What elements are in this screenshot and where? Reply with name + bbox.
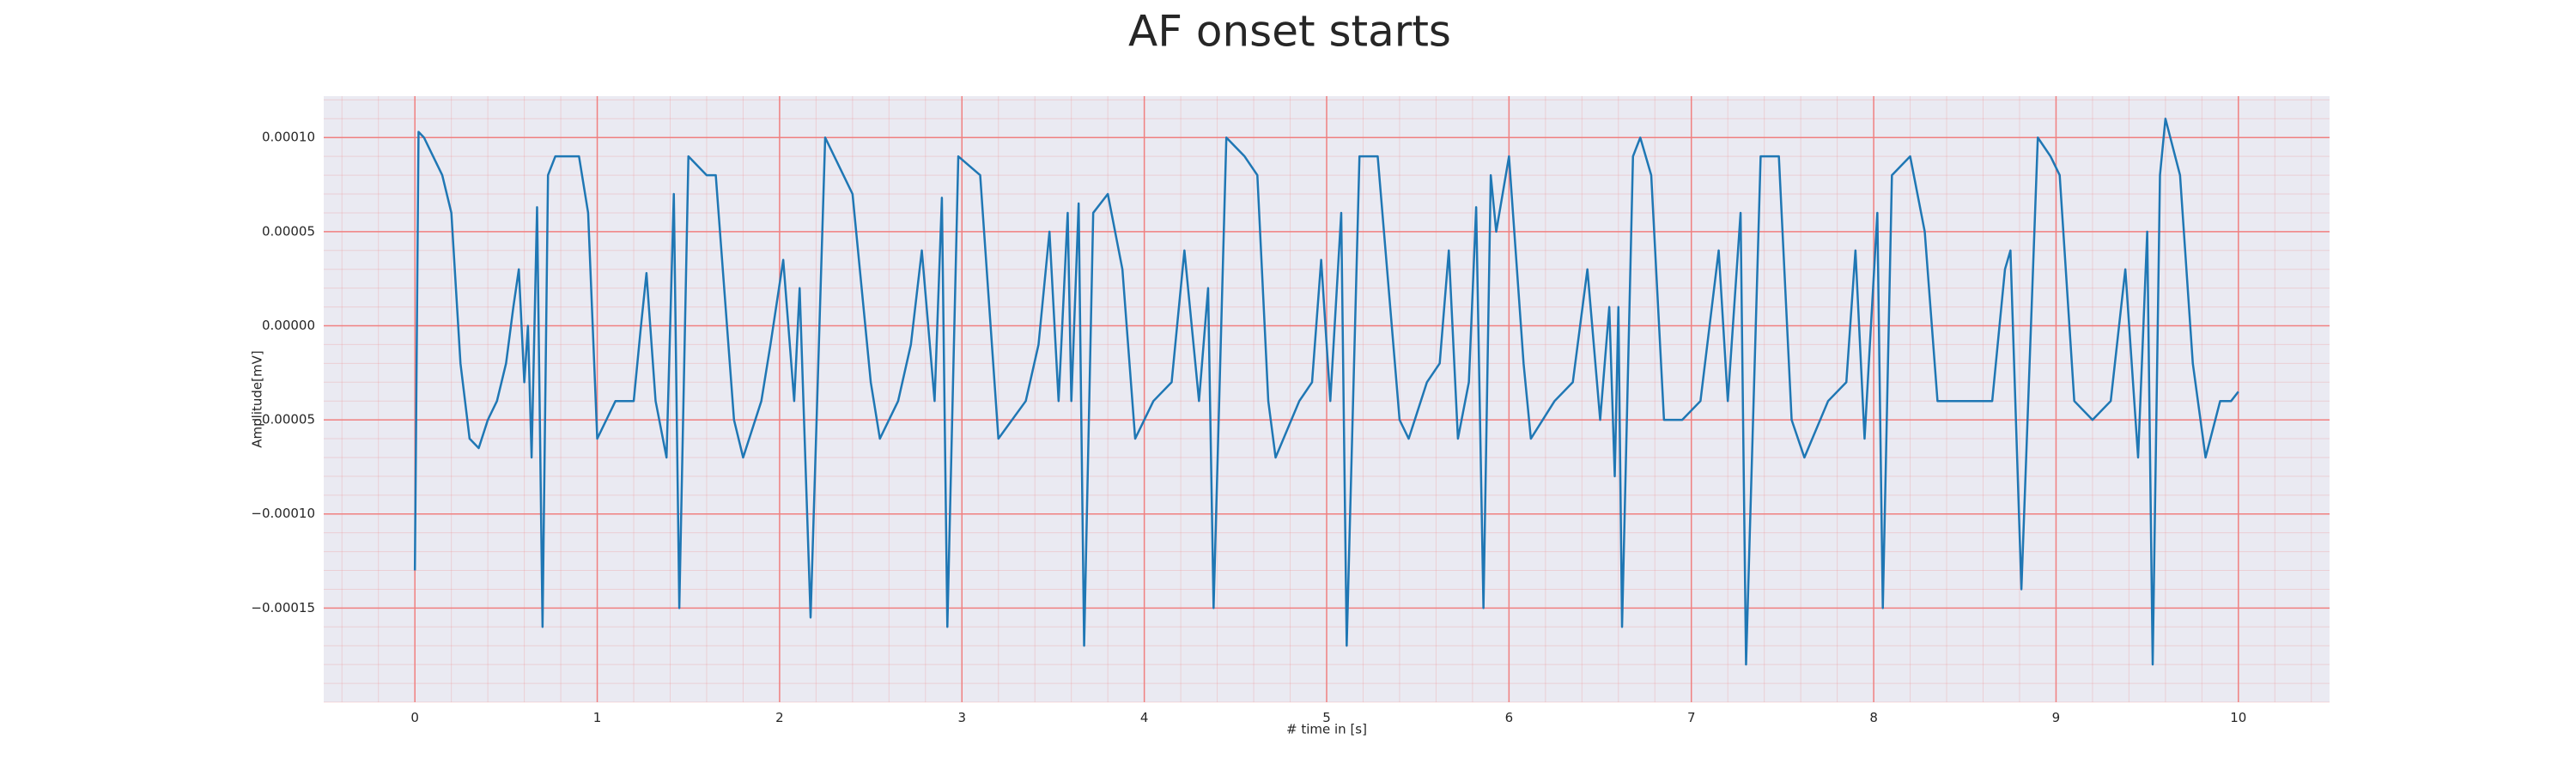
- y-tick-label: −0.00005: [251, 412, 315, 427]
- x-axis-label: # time in [s]: [1286, 722, 1367, 737]
- x-tick-label: 10: [2230, 710, 2246, 725]
- x-tick-label: 3: [957, 710, 966, 725]
- y-tick-label: −0.00010: [251, 506, 315, 521]
- chart-title: AF onset starts: [1128, 7, 1451, 57]
- x-tick-label: 5: [1322, 710, 1331, 725]
- y-tick-label: −0.00015: [251, 600, 315, 615]
- x-tick-label: 4: [1140, 710, 1149, 725]
- x-tick-label: 2: [775, 710, 784, 725]
- y-axis-label: Amplitude[mV]: [250, 350, 265, 447]
- y-tick-label: 0.00005: [262, 223, 315, 239]
- ecg-line: [413, 118, 2239, 666]
- x-tick-label: 8: [1869, 710, 1878, 725]
- y-tick-label: 0.00010: [262, 130, 315, 145]
- x-tick-label: 9: [2052, 710, 2061, 725]
- y-tick-label: 0.00000: [262, 318, 315, 333]
- x-tick-label: 6: [1505, 710, 1514, 725]
- x-tick-label: 7: [1687, 710, 1696, 725]
- x-tick-label: 1: [593, 710, 602, 725]
- x-tick-label: 0: [410, 710, 419, 725]
